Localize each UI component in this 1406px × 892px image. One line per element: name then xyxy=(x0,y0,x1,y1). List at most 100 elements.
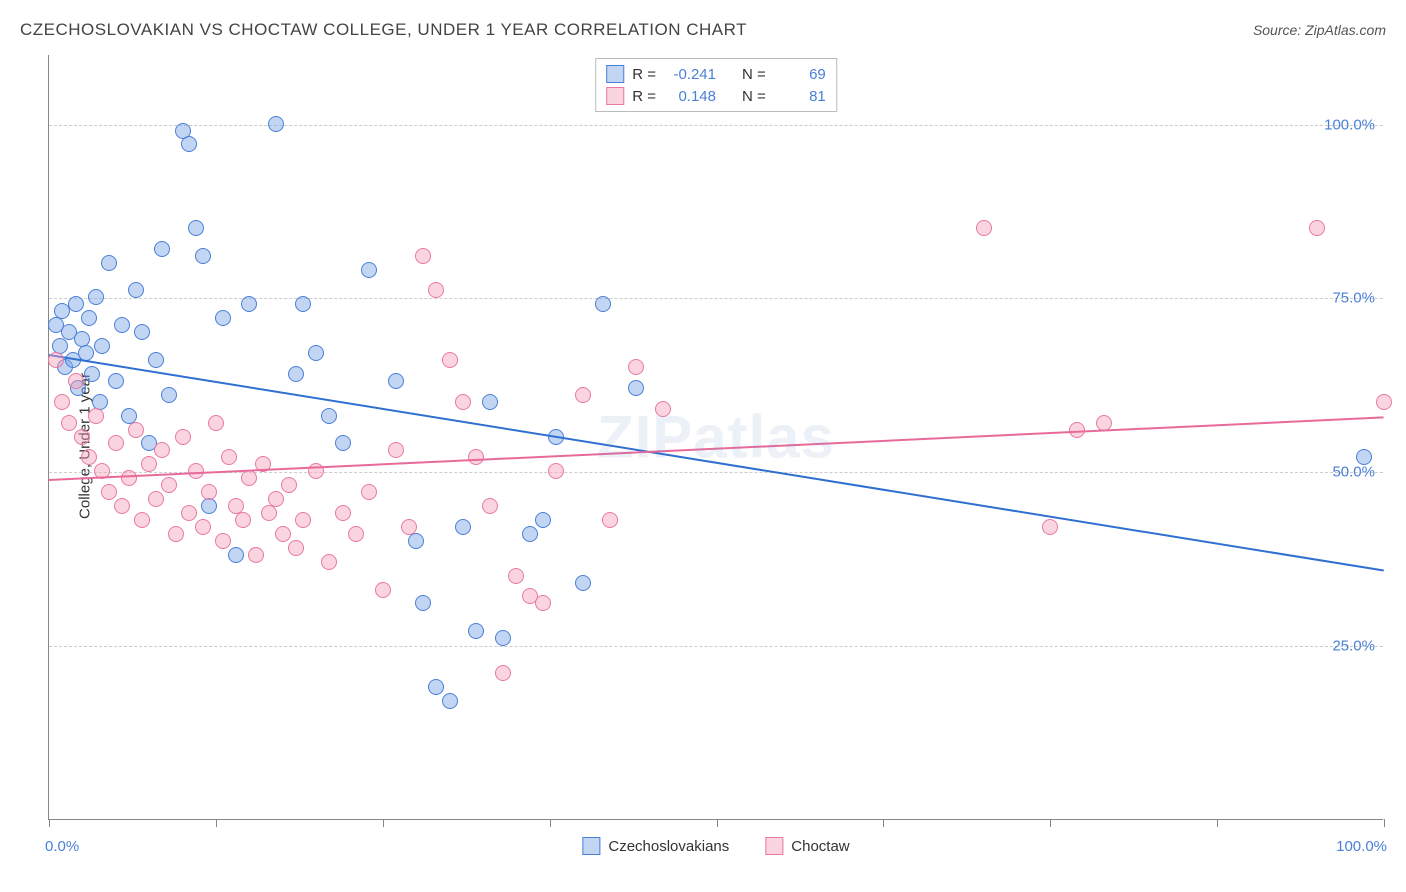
scatter-point xyxy=(241,296,257,312)
series-legend: Czechoslovakians Choctaw xyxy=(582,837,849,855)
scatter-point xyxy=(84,366,100,382)
scatter-point xyxy=(495,665,511,681)
scatter-point xyxy=(134,324,150,340)
scatter-point xyxy=(628,359,644,375)
scatter-point xyxy=(468,449,484,465)
scatter-point xyxy=(535,595,551,611)
scatter-point xyxy=(442,693,458,709)
scatter-point xyxy=(74,429,90,445)
scatter-point xyxy=(134,512,150,528)
correlation-legend: R =-0.241N =69R =0.148N =81 xyxy=(595,58,837,112)
r-value: -0.241 xyxy=(664,66,716,83)
scatter-point xyxy=(241,470,257,486)
x-tick xyxy=(49,819,50,827)
scatter-point xyxy=(161,477,177,493)
scatter-point xyxy=(114,317,130,333)
scatter-point xyxy=(655,401,671,417)
scatter-point xyxy=(154,442,170,458)
scatter-point xyxy=(495,630,511,646)
legend-swatch xyxy=(765,837,783,855)
scatter-point xyxy=(482,394,498,410)
scatter-point xyxy=(482,498,498,514)
scatter-point xyxy=(201,498,217,514)
scatter-point xyxy=(68,296,84,312)
scatter-point xyxy=(81,310,97,326)
scatter-point xyxy=(321,408,337,424)
scatter-point xyxy=(181,505,197,521)
scatter-point xyxy=(428,282,444,298)
x-axis-min-label: 0.0% xyxy=(45,838,79,855)
scatter-point xyxy=(1376,394,1392,410)
scatter-point xyxy=(268,491,284,507)
scatter-point xyxy=(81,449,97,465)
r-label: R = xyxy=(632,88,656,105)
scatter-point xyxy=(288,366,304,382)
legend-swatch xyxy=(606,87,624,105)
scatter-point xyxy=(88,408,104,424)
gridline xyxy=(49,125,1383,126)
scatter-point xyxy=(148,352,164,368)
scatter-point xyxy=(154,241,170,257)
legend-series-item: Czechoslovakians xyxy=(582,837,729,855)
x-tick xyxy=(550,819,551,827)
scatter-point xyxy=(108,435,124,451)
scatter-point xyxy=(388,442,404,458)
scatter-point xyxy=(335,505,351,521)
y-tick-label: 75.0% xyxy=(1332,290,1375,307)
legend-series-name: Czechoslovakians xyxy=(608,838,729,855)
scatter-point xyxy=(168,526,184,542)
scatter-point xyxy=(161,387,177,403)
legend-stat-row: R =0.148N =81 xyxy=(606,85,826,107)
legend-swatch xyxy=(606,65,624,83)
scatter-point xyxy=(268,116,284,132)
scatter-point xyxy=(455,519,471,535)
scatter-point xyxy=(575,575,591,591)
scatter-point xyxy=(295,512,311,528)
scatter-point xyxy=(101,255,117,271)
legend-series-item: Choctaw xyxy=(765,837,849,855)
scatter-point xyxy=(121,470,137,486)
scatter-point xyxy=(228,547,244,563)
y-tick-label: 25.0% xyxy=(1332,638,1375,655)
scatter-point xyxy=(94,338,110,354)
scatter-point xyxy=(575,387,591,403)
scatter-point xyxy=(128,282,144,298)
scatter-point xyxy=(415,595,431,611)
chart-title: CZECHOSLOVAKIAN VS CHOCTAW COLLEGE, UNDE… xyxy=(20,20,747,40)
scatter-point xyxy=(1096,415,1112,431)
x-tick xyxy=(1384,819,1385,827)
legend-stat-row: R =-0.241N =69 xyxy=(606,63,826,85)
scatter-point xyxy=(235,512,251,528)
scatter-point xyxy=(321,554,337,570)
scatter-point xyxy=(335,435,351,451)
scatter-point xyxy=(175,429,191,445)
scatter-point xyxy=(54,394,70,410)
n-label: N = xyxy=(742,88,766,105)
scatter-point xyxy=(408,533,424,549)
scatter-point xyxy=(401,519,417,535)
scatter-point xyxy=(61,415,77,431)
scatter-point xyxy=(976,220,992,236)
scatter-point xyxy=(348,526,364,542)
scatter-point xyxy=(221,449,237,465)
trend-line xyxy=(49,354,1384,572)
scatter-point xyxy=(522,526,538,542)
scatter-point xyxy=(1309,220,1325,236)
scatter-point xyxy=(628,380,644,396)
scatter-point xyxy=(215,310,231,326)
scatter-point xyxy=(415,248,431,264)
scatter-point xyxy=(215,533,231,549)
scatter-point xyxy=(375,582,391,598)
x-tick xyxy=(216,819,217,827)
x-tick xyxy=(717,819,718,827)
scatter-point xyxy=(114,498,130,514)
scatter-point xyxy=(108,373,124,389)
scatter-point xyxy=(128,422,144,438)
scatter-point xyxy=(195,248,211,264)
scatter-point xyxy=(1356,449,1372,465)
scatter-point xyxy=(248,547,264,563)
scatter-point xyxy=(442,352,458,368)
x-tick xyxy=(1050,819,1051,827)
source-label: Source: xyxy=(1253,22,1301,38)
scatter-point xyxy=(261,505,277,521)
